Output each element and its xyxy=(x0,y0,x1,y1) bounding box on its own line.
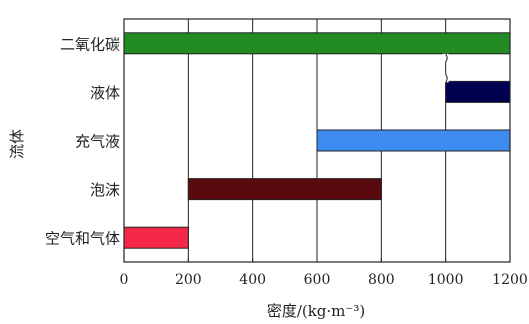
break-gap-0 xyxy=(442,53,449,62)
category-label-空气和气体: 空气和气体 xyxy=(45,230,120,248)
bar-充气液 xyxy=(316,129,511,152)
category-label-充气液: 充气液 xyxy=(75,133,120,151)
break-squiggle-0 xyxy=(445,53,448,63)
x-axis-ticks: 0 200 400 600 800 1000 1200 xyxy=(120,258,528,288)
category-label-泡沫: 泡沫 xyxy=(90,181,120,199)
bar-二氧化碳 xyxy=(123,32,511,55)
y-axis-label: 流体 xyxy=(8,129,26,159)
bar-空气和气体 xyxy=(123,226,189,249)
category-label-液体: 液体 xyxy=(90,84,120,102)
bar-液体 xyxy=(445,80,511,103)
x-tick-label-200: 200 xyxy=(175,272,202,288)
x-tick-label-400: 400 xyxy=(239,272,266,288)
range-bars xyxy=(123,32,511,249)
x-axis-label: 密度/(kg·m⁻³) xyxy=(267,302,365,320)
x-tick-label-1200: 1200 xyxy=(492,272,528,288)
x-tick-label-0: 0 xyxy=(120,272,129,288)
x-tick-label-800: 800 xyxy=(368,272,395,288)
break-squiggle-1 xyxy=(445,74,448,83)
break-gap-1 xyxy=(442,74,449,83)
bar-泡沫 xyxy=(187,178,382,201)
x-tick-label-600: 600 xyxy=(304,272,331,288)
x-tick-label-1000: 1000 xyxy=(428,272,464,288)
category-label-二氧化碳: 二氧化碳 xyxy=(60,35,120,53)
axis-break-marks xyxy=(442,53,449,83)
